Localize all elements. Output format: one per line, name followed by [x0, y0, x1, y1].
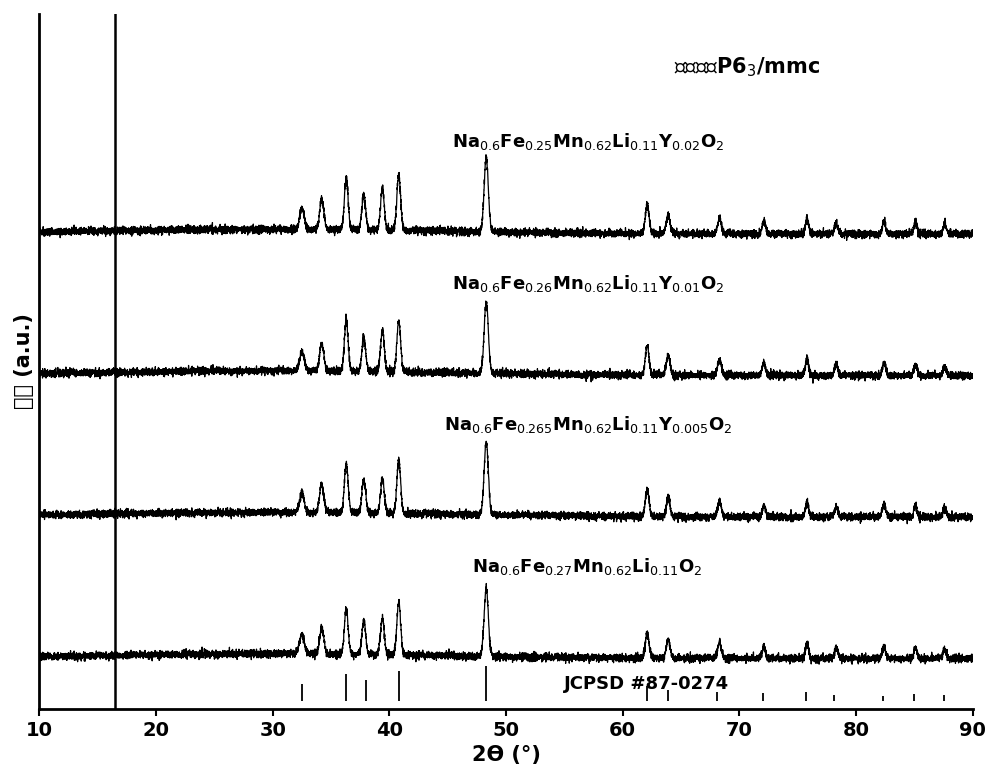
Text: Na$_{0.6}$Fe$_{0.25}$Mn$_{0.62}$Li$_{0.11}$Y$_{0.02}$O$_2$: Na$_{0.6}$Fe$_{0.25}$Mn$_{0.62}$Li$_{0.1…	[452, 131, 724, 152]
Text: Na$_{0.6}$Fe$_{0.27}$Mn$_{0.62}$Li$_{0.11}$O$_2$: Na$_{0.6}$Fe$_{0.27}$Mn$_{0.62}$Li$_{0.1…	[472, 555, 703, 576]
Text: Na$_{0.6}$Fe$_{0.26}$Mn$_{0.62}$Li$_{0.11}$Y$_{0.01}$O$_2$: Na$_{0.6}$Fe$_{0.26}$Mn$_{0.62}$Li$_{0.1…	[452, 273, 724, 294]
Text: JCPSD #87-0274: JCPSD #87-0274	[564, 675, 730, 693]
X-axis label: 2ϴ (°): 2ϴ (°)	[472, 745, 540, 765]
Text: 空间群：P6$_3$/mmc: 空间群：P6$_3$/mmc	[674, 55, 820, 79]
Y-axis label: 强度 (a.u.): 强度 (a.u.)	[14, 313, 34, 409]
Text: Na$_{0.6}$Fe$_{0.265}$Mn$_{0.62}$Li$_{0.11}$Y$_{0.005}$O$_2$: Na$_{0.6}$Fe$_{0.265}$Mn$_{0.62}$Li$_{0.…	[444, 414, 732, 435]
